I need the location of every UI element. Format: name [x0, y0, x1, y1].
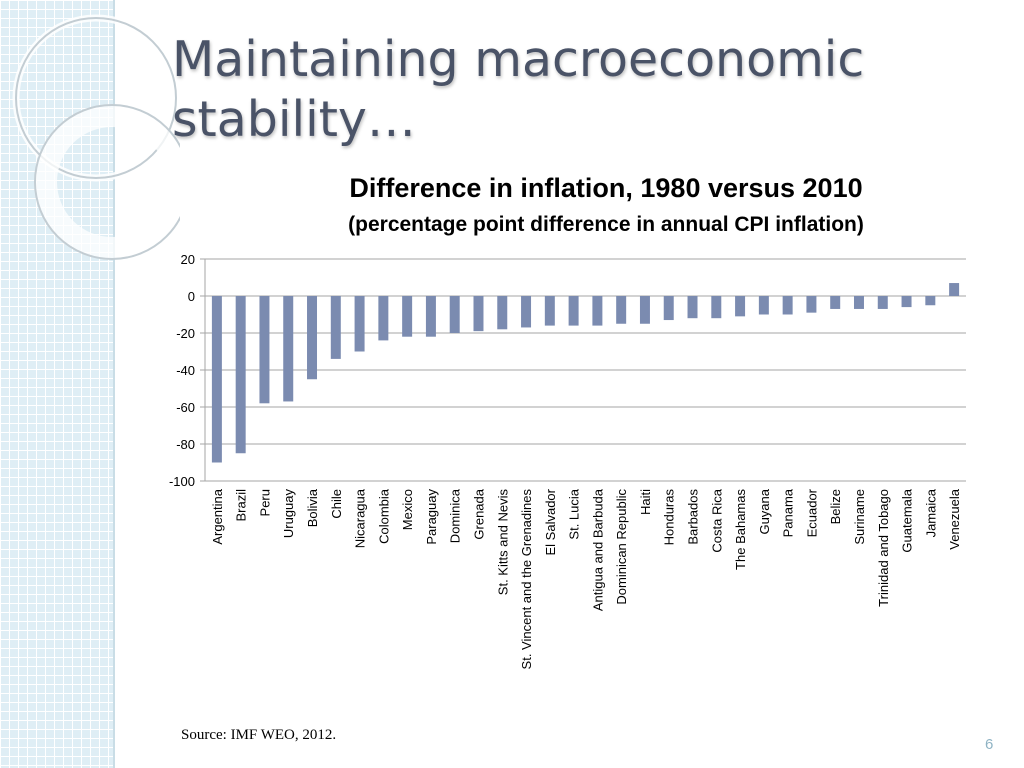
bar: [402, 296, 413, 337]
x-tick-label: Guyana: [757, 488, 772, 534]
bar: [544, 296, 555, 326]
bar: [568, 296, 579, 326]
sidebar-divider: [113, 0, 115, 768]
x-tick-label: Belize: [828, 489, 843, 524]
x-tick-label: Panama: [781, 488, 796, 537]
x-tick-label: Ecuador: [804, 488, 819, 537]
page-number: 6: [985, 736, 994, 753]
bar: [949, 283, 960, 296]
x-tick-label: Guatemala: [900, 488, 915, 552]
y-tick-label: -60: [176, 400, 195, 415]
x-tick-label: Colombia: [376, 488, 391, 544]
decorative-circles: [12, 14, 180, 260]
bar: [378, 296, 389, 341]
bar: [307, 296, 318, 380]
bar: [235, 296, 246, 454]
bar: [735, 296, 746, 317]
x-tick-label: Dominica: [448, 488, 463, 543]
x-tick-label: Chile: [329, 489, 344, 519]
bar: [283, 296, 294, 402]
x-tick-label: St. Kitts and Nevis: [495, 489, 510, 596]
x-axis-labels: Argentina Brazil Peru Uruguay Bolivia Chile Ni…: [210, 488, 962, 669]
x-tick-label: Mexico: [400, 489, 415, 530]
x-tick-label: Antigua and Barbuda: [590, 488, 605, 611]
bar: [592, 296, 603, 326]
bar: [806, 296, 817, 313]
x-tick-label: Jamaica: [923, 488, 938, 537]
chart-subtitle: (percentage point difference in annual C…: [348, 213, 864, 236]
bar: [354, 296, 365, 352]
x-tick-label: The Bahamas: [733, 489, 748, 570]
bar: [330, 296, 341, 359]
x-tick-label: St. Vincent and the Grenadines: [519, 489, 534, 670]
y-tick-label: -40: [176, 363, 195, 378]
bar: [616, 296, 627, 324]
chart-bars: [211, 283, 960, 463]
x-tick-label: Haiti: [638, 489, 653, 515]
source-note: Source: IMF WEO, 2012.: [181, 727, 337, 743]
y-tick-label: 0: [188, 289, 195, 304]
x-tick-label: St. Lucia: [567, 488, 582, 539]
bar: [877, 296, 888, 309]
y-axis-ticks: 20 0 -20 -40 -60 -80 -100: [169, 252, 195, 489]
bar: [901, 296, 912, 308]
bar: [687, 296, 698, 319]
bar: [473, 296, 484, 332]
bar: [758, 296, 769, 315]
bar: [782, 296, 793, 315]
x-tick-label: Uruguay: [281, 489, 296, 539]
bar: [211, 296, 222, 463]
x-tick-label: Nicaragua: [353, 488, 368, 548]
slide-title-line-2: stability…: [172, 91, 416, 148]
x-tick-label: Brazil: [234, 489, 249, 522]
bar: [925, 296, 936, 306]
slide-title: Maintaining macroeconomic stability…: [172, 30, 972, 150]
bar: [259, 296, 270, 404]
x-tick-label: El Salvador: [543, 488, 558, 555]
x-tick-label: Honduras: [662, 489, 677, 546]
x-tick-label: Paraguay: [424, 489, 439, 545]
x-tick-label: Trinidad and Tobago: [876, 489, 891, 607]
bar: [521, 296, 532, 328]
bar: [497, 296, 508, 330]
x-tick-label: Peru: [257, 489, 272, 516]
x-tick-label: Bolivia: [305, 488, 320, 527]
x-tick-label: Grenada: [471, 488, 486, 539]
y-tick-label: 20: [181, 252, 195, 267]
x-tick-label: Costa Rica: [709, 488, 724, 552]
chart-title: Difference in inflation, 1980 versus 201…: [349, 173, 863, 203]
x-tick-label: Barbados: [686, 489, 701, 545]
y-tick-label: -100: [169, 474, 195, 489]
bar: [853, 296, 864, 309]
bar: [449, 296, 460, 333]
x-tick-label: Dominican Republic: [614, 489, 629, 605]
y-tick-label: -20: [176, 326, 195, 341]
bar: [425, 296, 436, 337]
y-tick-label: -80: [176, 437, 195, 452]
x-tick-label: Argentina: [210, 488, 225, 544]
bar: [830, 296, 841, 309]
x-tick-label: Suriname: [852, 489, 867, 545]
bar: [711, 296, 722, 319]
slide-title-line-1: Maintaining macroeconomic: [172, 31, 865, 88]
bar: [639, 296, 650, 324]
bar: [663, 296, 674, 321]
x-tick-label: Venezuela: [947, 488, 962, 549]
